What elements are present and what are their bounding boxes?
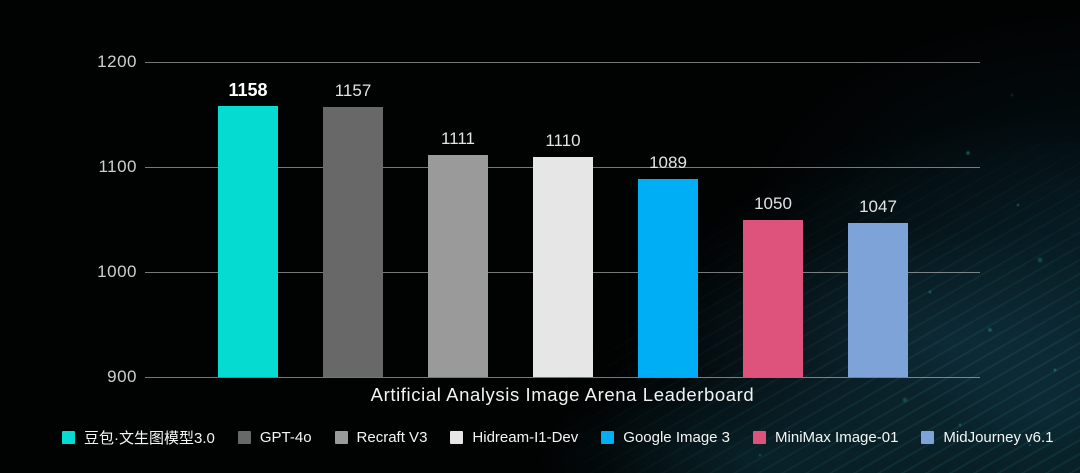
bar-value-label: 1111 bbox=[440, 129, 476, 149]
bar-3 bbox=[428, 155, 488, 377]
legend-swatch-icon bbox=[334, 431, 348, 444]
legend-swatch-icon bbox=[237, 431, 251, 444]
legend-swatch-icon bbox=[62, 431, 75, 444]
bar-4 bbox=[533, 156, 593, 377]
legend-label: GPT-4o bbox=[259, 429, 312, 446]
legend-item: 豆包·文生图模型3.0 bbox=[62, 427, 215, 448]
chart-legend: 豆包·文生图模型3.0 GPT-4o Recraft V3 Hidream-I1-De… bbox=[62, 427, 1053, 448]
bar-value-label: 1050 bbox=[754, 193, 792, 213]
bar-value-label: 1047 bbox=[859, 196, 897, 216]
y-tick-label: 900 bbox=[107, 367, 137, 386]
legend-label: 豆包·文生图模型3.0 bbox=[84, 430, 215, 447]
legend-item: Google Image 3 bbox=[601, 429, 730, 446]
legend-label: Recraft V3 bbox=[356, 429, 428, 446]
y-tick-label: 1100 bbox=[98, 157, 137, 176]
legend-swatch-icon bbox=[450, 431, 464, 444]
bar-value-label: 1157 bbox=[334, 81, 372, 101]
bar-value-label: 1158 bbox=[228, 80, 268, 101]
bar-value-label: 1110 bbox=[545, 130, 581, 150]
legend-item: MiniMax Image-01 bbox=[753, 429, 898, 446]
gridline-y-1200 bbox=[145, 62, 980, 63]
legend-label: Hidream-I1-Dev bbox=[472, 429, 579, 446]
legend-swatch-icon bbox=[601, 431, 615, 444]
legend-item: Recraft V3 bbox=[334, 429, 428, 446]
bar-6 bbox=[743, 219, 803, 377]
chart-title: Artificial Analysis Image Arena Leaderbo… bbox=[370, 384, 755, 405]
bar-2 bbox=[323, 107, 383, 377]
y-tick-label: 1200 bbox=[97, 52, 137, 71]
legend-label: Google Image 3 bbox=[623, 429, 731, 446]
legend-label: MiniMax Image-01 bbox=[775, 429, 899, 446]
gridline-y-900 bbox=[145, 377, 980, 378]
legend-item: MidJourney v6.1 bbox=[921, 429, 1053, 446]
bar-value-label: 1089 bbox=[649, 152, 687, 172]
legend-swatch-icon bbox=[921, 431, 935, 444]
legend-label: MidJourney v6.1 bbox=[943, 429, 1054, 446]
bar-1 bbox=[218, 106, 278, 377]
legend-item: GPT-4o bbox=[237, 429, 312, 446]
bar-5 bbox=[638, 178, 698, 377]
bar-7 bbox=[848, 222, 908, 377]
y-tick-label: 1000 bbox=[97, 262, 137, 281]
legend-swatch-icon bbox=[753, 431, 767, 444]
legend-item: Hidream-I1-Dev bbox=[450, 429, 578, 446]
